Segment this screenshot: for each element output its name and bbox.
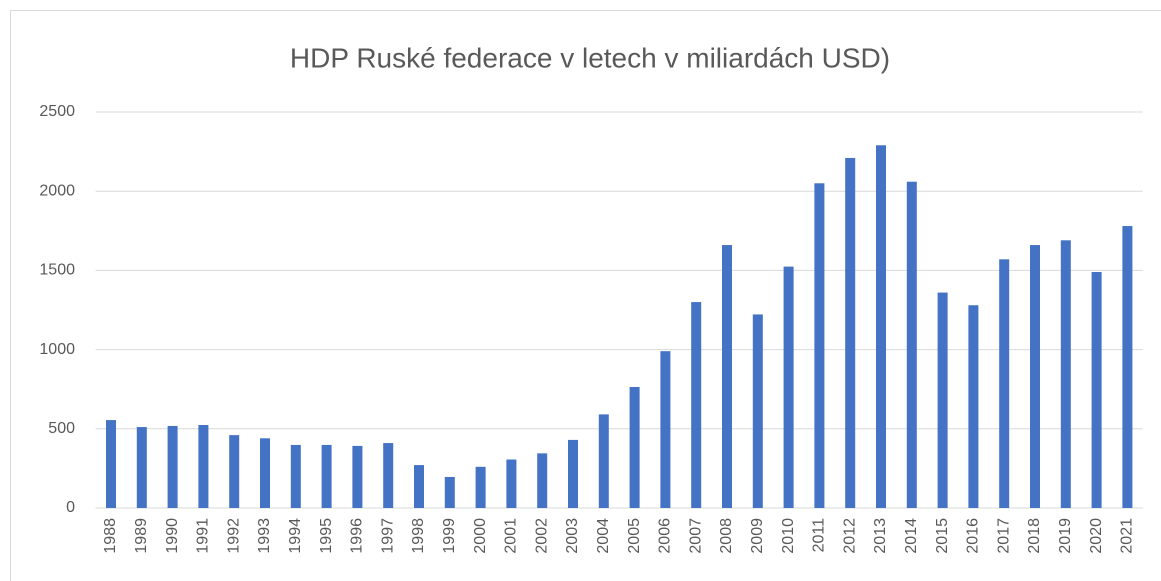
bar (968, 305, 979, 508)
x-tick-label: 2021 (1119, 518, 1136, 554)
x-tick-label: 2016 (965, 518, 982, 554)
bar (906, 181, 917, 509)
x-tick-label: 2003 (564, 518, 581, 554)
x-tick-label: 1990 (164, 518, 181, 554)
x-tick-label: 1991 (195, 518, 212, 554)
x-tick-label: 2012 (841, 518, 858, 554)
bar (1060, 240, 1071, 508)
y-tick-label: 500 (48, 420, 75, 437)
y-tick-label: 2000 (39, 182, 75, 199)
x-tick-label: 1996 (349, 518, 366, 554)
x-tick-label: 2013 (872, 518, 889, 554)
y-tick-label: 1000 (39, 341, 75, 358)
bar (260, 438, 270, 508)
bar (506, 459, 517, 508)
bar (876, 145, 886, 508)
bar (229, 435, 240, 508)
bar (136, 427, 147, 508)
x-tick-label: 1995 (318, 518, 335, 554)
x-tick-label: 2006 (657, 518, 674, 554)
bar (414, 465, 424, 508)
x-tick-label: 1992 (225, 518, 242, 554)
bar (814, 183, 825, 508)
bar (999, 259, 1010, 508)
bar (660, 351, 671, 508)
bar (352, 445, 363, 508)
chart-frame (10, 10, 1161, 581)
x-tick-label: 2010 (780, 518, 797, 554)
bar (537, 453, 548, 508)
bar (629, 386, 640, 508)
bar (106, 420, 116, 508)
y-tick-label: 2500 (39, 103, 75, 120)
bar (845, 157, 856, 508)
x-tick-label: 2001 (503, 518, 520, 554)
x-tick-label: 1994 (287, 518, 304, 554)
x-tick-label: 2008 (718, 518, 735, 554)
y-tick-label: 1500 (39, 262, 75, 279)
bar (1122, 226, 1133, 508)
x-tick-label: 2004 (595, 518, 612, 554)
bar (444, 476, 455, 508)
x-tick-label: 2020 (1088, 518, 1105, 554)
x-tick-label: 2015 (934, 518, 951, 554)
bar (598, 414, 609, 508)
x-tick-label: 2011 (811, 518, 828, 553)
x-tick-label: 1989 (133, 518, 150, 554)
bar (321, 444, 332, 508)
x-tick-label: 1997 (379, 518, 396, 554)
bar (1091, 271, 1102, 508)
x-tick-label: 2007 (687, 518, 704, 554)
x-tick-label: 1998 (410, 518, 427, 554)
bar (722, 245, 732, 508)
x-tick-label: 2002 (533, 518, 550, 554)
y-tick-label: 0 (66, 499, 75, 516)
x-tick-label: 2005 (626, 518, 643, 554)
bar (475, 466, 486, 508)
chart-title: HDP Ruské federace v letech v miliardách… (290, 42, 890, 73)
x-tick-label: 2019 (1057, 518, 1074, 554)
bar (383, 443, 394, 508)
bar (752, 314, 763, 508)
x-tick-label: 1993 (256, 518, 273, 554)
bar (691, 302, 702, 508)
x-tick-label: 2014 (903, 518, 920, 554)
bar (783, 266, 794, 508)
x-tick-label: 1999 (441, 518, 458, 554)
x-tick-label: 1988 (102, 518, 119, 554)
bar (937, 292, 948, 508)
x-tick-label: 2017 (995, 518, 1012, 554)
x-tick-label: 2009 (749, 518, 766, 554)
x-tick-label: 2018 (1026, 518, 1043, 554)
bar (167, 425, 178, 508)
x-tick-label: 2000 (472, 518, 489, 554)
bar (198, 424, 209, 508)
bar (290, 444, 301, 508)
bar (568, 439, 578, 508)
bar (1030, 245, 1040, 508)
